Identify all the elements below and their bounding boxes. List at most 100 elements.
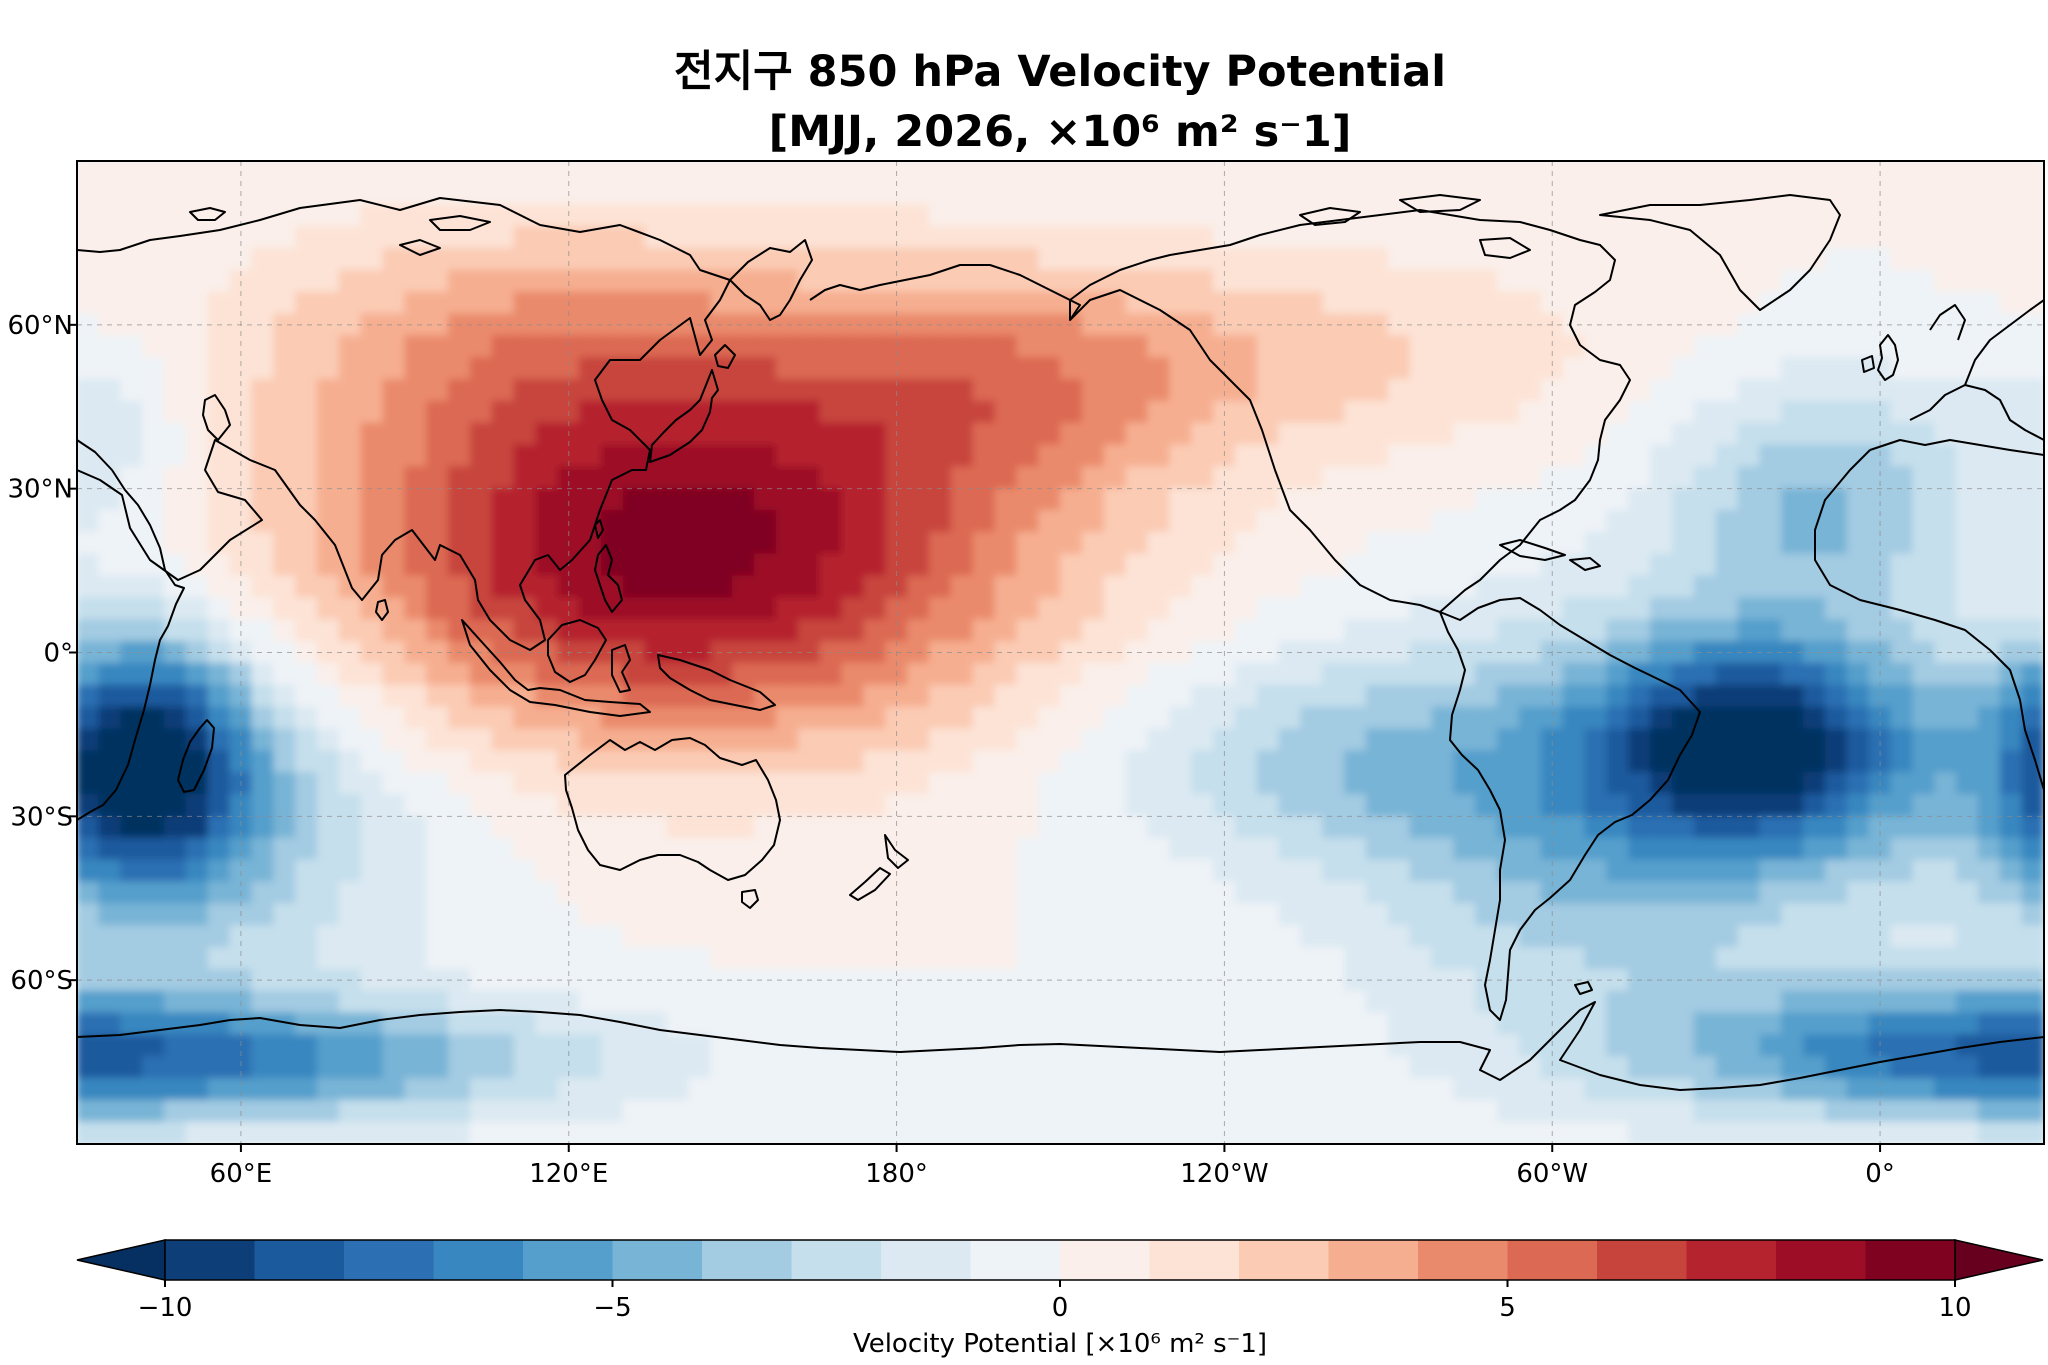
field-cell bbox=[1518, 575, 1542, 599]
field-cell bbox=[863, 531, 887, 555]
field-cell bbox=[338, 291, 362, 315]
field-cell bbox=[775, 990, 799, 1014]
field-cell bbox=[1912, 925, 1936, 948]
field-cell bbox=[622, 815, 646, 839]
field-cell bbox=[1016, 531, 1040, 555]
field-cell bbox=[1016, 750, 1040, 774]
field-cell bbox=[1584, 881, 1608, 905]
field-cell bbox=[535, 488, 559, 512]
coast-sumatra-java bbox=[461, 619, 651, 717]
field-cell bbox=[819, 335, 843, 359]
field-cell bbox=[448, 488, 471, 512]
field-cell bbox=[360, 269, 384, 293]
field-cell bbox=[1759, 728, 1783, 752]
field-cell bbox=[1191, 313, 1214, 337]
field-cell bbox=[338, 597, 362, 621]
field-cell bbox=[404, 1056, 428, 1079]
field-cell bbox=[295, 378, 318, 402]
field-cell bbox=[163, 291, 187, 315]
field-cell bbox=[1650, 728, 1673, 752]
field-cell bbox=[1846, 291, 1870, 315]
field-cell bbox=[1365, 226, 1389, 249]
field-cell bbox=[338, 400, 362, 424]
field-cell bbox=[1715, 706, 1739, 730]
field-cell bbox=[754, 291, 777, 315]
field-cell bbox=[1212, 488, 1236, 512]
field-cell bbox=[1409, 400, 1433, 424]
colorbar-swatch bbox=[1507, 1240, 1598, 1280]
field-cell bbox=[142, 400, 165, 424]
field-cell bbox=[819, 597, 843, 621]
field-cell bbox=[229, 378, 253, 402]
field-cell bbox=[98, 400, 122, 424]
field-cell bbox=[1715, 1099, 1739, 1123]
field-cell bbox=[688, 597, 712, 621]
field-cell bbox=[928, 859, 952, 883]
field-cell bbox=[1759, 684, 1783, 708]
field-cell bbox=[1016, 619, 1040, 643]
field-cell bbox=[1715, 531, 1739, 555]
field-cell bbox=[1781, 706, 1805, 730]
field-cell bbox=[1671, 859, 1695, 883]
field-cell bbox=[382, 925, 406, 948]
field-cell bbox=[972, 1056, 996, 1079]
field-cell bbox=[77, 990, 100, 1014]
field-cell bbox=[666, 946, 690, 970]
field-cell bbox=[579, 400, 603, 424]
field-cell bbox=[688, 706, 712, 730]
field-cell bbox=[1365, 990, 1389, 1014]
field-cell bbox=[1365, 1077, 1389, 1101]
field-cell bbox=[754, 597, 777, 621]
field-cell bbox=[448, 444, 471, 468]
field-cell bbox=[1693, 161, 1717, 184]
field-cell bbox=[163, 357, 187, 380]
field-cell bbox=[1934, 793, 1958, 817]
field-cell bbox=[120, 881, 144, 905]
field-cell bbox=[469, 1099, 493, 1123]
field-cell bbox=[601, 269, 624, 293]
field-cell bbox=[360, 793, 384, 817]
field-cell bbox=[1518, 291, 1542, 315]
field-cell bbox=[1191, 466, 1214, 490]
field-cell bbox=[841, 728, 865, 752]
field-cell bbox=[251, 859, 275, 883]
field-cell bbox=[1956, 1077, 1979, 1101]
field-cell bbox=[1584, 269, 1608, 293]
field-cell bbox=[797, 575, 821, 599]
field-cell bbox=[338, 335, 362, 359]
field-cell bbox=[754, 1034, 777, 1058]
field-cell bbox=[1278, 1121, 1302, 1144]
field-cell bbox=[1803, 226, 1826, 249]
field-cell bbox=[1628, 1056, 1652, 1079]
field-cell bbox=[1497, 684, 1520, 708]
field-cell bbox=[1278, 946, 1302, 970]
field-cell bbox=[1934, 1056, 1958, 1079]
field-cell bbox=[1562, 772, 1586, 795]
field-cell bbox=[77, 706, 100, 730]
field-cell bbox=[1191, 619, 1214, 643]
field-cell bbox=[688, 335, 712, 359]
field-cell bbox=[1431, 226, 1455, 249]
field-cell bbox=[1300, 662, 1324, 686]
field-cell bbox=[1453, 597, 1477, 621]
field-cell bbox=[1016, 510, 1040, 533]
field-cell bbox=[77, 204, 100, 228]
field-cell bbox=[1628, 226, 1652, 249]
field-cell bbox=[1540, 837, 1564, 861]
field-cell bbox=[295, 444, 318, 468]
field-cell bbox=[1518, 881, 1542, 905]
field-cell bbox=[273, 772, 297, 795]
field-cell bbox=[338, 859, 362, 883]
field-cell bbox=[426, 510, 450, 533]
field-cell bbox=[579, 1099, 603, 1123]
field-cell bbox=[644, 1099, 668, 1123]
field-cell bbox=[1540, 859, 1564, 883]
field-cell bbox=[1344, 466, 1367, 490]
field-cell bbox=[1191, 204, 1214, 228]
field-cell bbox=[1453, 1077, 1477, 1101]
field-cell bbox=[1081, 946, 1105, 970]
field-cell bbox=[950, 553, 974, 577]
field-cell bbox=[688, 466, 712, 490]
field-cell bbox=[469, 269, 493, 293]
field-cell bbox=[1606, 662, 1630, 686]
